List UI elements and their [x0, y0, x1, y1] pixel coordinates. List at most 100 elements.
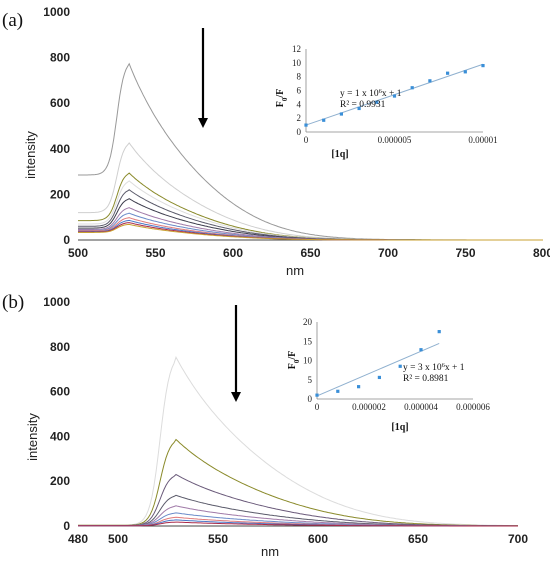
panel-a-inset-x-tick-2: 0.000005 [378, 135, 412, 145]
panel-a-inset-point-2 [322, 118, 326, 122]
panel-b-inset-y-tick-10: 10 [303, 356, 313, 366]
panel-a-inset-xlabel: [1q] [331, 149, 348, 160]
panel-b-inset-x-tick-2: 0.000002 [352, 402, 386, 412]
panel-b-series-line-1 [78, 356, 518, 527]
panel-b-x-tick-550: 550 [208, 532, 228, 546]
panel-a-ylabel: intensity [23, 131, 38, 179]
panel-b-inset-ylabel: F0/F [287, 351, 301, 370]
panel-b-x-tick-500: 500 [108, 532, 128, 546]
panel-b-arrow-icon [231, 305, 241, 402]
panel-a-x-tick-800: 800 [533, 246, 550, 260]
panel-a-series-line-2 [78, 142, 543, 241]
panel-b-y-tick-600: 600 [50, 385, 70, 399]
panel-b-inset-point-7 [437, 330, 441, 334]
panel-a-x-tick-500: 500 [68, 246, 88, 260]
panel-b-inset-y-tick-5: 5 [308, 375, 313, 385]
panel-a-inset-y-tick-12: 12 [292, 44, 301, 54]
panel-a-equation-base: y = 1 x 10 [340, 89, 379, 99]
panel-a-inset-y-tick-4: 4 [297, 99, 302, 109]
panel-b-inset-point-4 [377, 375, 381, 380]
panel-b-equation-exp: 6 [442, 362, 446, 369]
panel-b-inset-x-tick-1: 0 [315, 402, 320, 412]
panel-a-y-tick-1000: 1000 [43, 5, 70, 19]
panel-a-inset-point-11 [481, 64, 485, 68]
panel-b-series-line-9 [78, 521, 518, 527]
panel-a-series-line-12 [78, 223, 543, 241]
panel-a-x-tick-650: 650 [300, 246, 320, 260]
panel-a-y-tick-200: 200 [50, 187, 70, 201]
panel-a-inset-y-tick-0: 0 [297, 127, 302, 137]
panel-a-inset-y-tick-10: 10 [292, 58, 302, 68]
panel-a-inset-y-tick-6: 6 [297, 86, 302, 96]
panel-a-x-tick-550: 550 [145, 246, 165, 260]
panel-a-equation-rest: x + 1 [382, 89, 402, 99]
panel-b-x-tick-700: 700 [508, 532, 528, 546]
panel-a-inset-point-10 [463, 70, 467, 74]
panel-b-label: (b) [2, 292, 24, 313]
panel-b-inset-xlabel: [1q] [391, 422, 408, 433]
panel-b-inset-y-tick-15: 15 [303, 336, 313, 346]
panel-a-inset: 0 0.000005 0.00001 0 2 4 6 8 10 12 [292, 44, 498, 145]
panel-b-inset-point-5 [398, 364, 402, 368]
panel-b-y-tick-200: 200 [50, 474, 70, 488]
panel-b-y-tick-400: 400 [50, 429, 70, 443]
panel-a-inset-point-8 [428, 79, 432, 83]
panel-b-y-tick-1000: 1000 [43, 295, 70, 309]
panel-a-inset-point-1 [304, 123, 308, 127]
panel-a-y-tick-0: 0 [63, 233, 70, 247]
panel-a-x-tick-600: 600 [223, 246, 243, 260]
panel-a-inset-r2: R² = 0.9931 [340, 100, 386, 110]
panel-b-inset-point-6 [419, 348, 423, 352]
panel-a-inset-point-4 [357, 106, 361, 111]
panel-b-y-tick-800: 800 [50, 340, 70, 354]
panel-b-y-tick-0: 0 [63, 519, 70, 533]
panel-b-xlabel: nm [261, 544, 279, 559]
panel-a-label: (a) [2, 10, 23, 31]
panel-b-inset-x-tick-4: 0.000006 [456, 402, 490, 412]
panel-a-inset-ylabel: F0/F [275, 89, 289, 108]
panel-b-inset-point-3 [357, 385, 361, 389]
panel-a-y-tick-800: 800 [50, 51, 70, 65]
panel-b-inset-x-tick-3: 0.000004 [404, 402, 438, 412]
panel-a-inset-point-9 [446, 71, 450, 75]
panel-b-equation-base: y = 3 x 10 [403, 363, 442, 373]
panel-a-inset-point-3 [339, 112, 343, 116]
panel-a-y-tick-600: 600 [50, 96, 70, 110]
panel-a-series-line-3 [78, 172, 543, 241]
panel-a-equation-exp: 6 [379, 88, 383, 95]
panel-a-series-line-7 [78, 207, 543, 241]
panel-a-inset-x-tick-3: 0.00001 [468, 135, 497, 145]
panel-b-x-tick-480: 480 [68, 532, 88, 546]
panel-b-inset: 0 0.000002 0.000004 0.000006 0 5 10 15 20 [303, 317, 490, 412]
panel-a-x-tick-700: 700 [378, 246, 398, 260]
panel-b-inset-equation: y = 3 x 106x + 1 [403, 362, 465, 374]
panel-a-inset-y-tick-2: 2 [297, 113, 302, 123]
panel-b-inset-y-tick-0: 0 [308, 394, 313, 404]
panel-a-inset-y-tick-8: 8 [297, 72, 302, 82]
panel-b-x-tick-650: 650 [408, 532, 428, 546]
panel-a-inset-x-tick-1: 0 [304, 135, 309, 145]
panel-a-arrow-icon [198, 28, 208, 128]
panel-a-inset-point-6 [392, 94, 397, 98]
panel-a-inset-point-5 [375, 100, 379, 104]
panel-b-inset-point-1 [315, 393, 319, 397]
panel-b-equation-rest: x + 1 [445, 363, 465, 373]
panel-a-series-line-1 [78, 62, 543, 241]
panel-a-xlabel: nm [286, 263, 304, 278]
panel-a-x-tick-750: 750 [455, 246, 475, 260]
panel-b-inset-fit-line [316, 342, 440, 397]
panel-b-series-line-2 [78, 438, 518, 527]
panel-b-inset-y-tick-20: 20 [303, 317, 313, 327]
panel-b-inset-point-2 [336, 389, 340, 393]
panel-a-series-line-4 [78, 180, 543, 241]
panel-b-ylabel: intensity [25, 413, 40, 461]
panel-a-inset-point-7 [410, 86, 414, 90]
panel-b-inset-r2: R² = 0.8981 [403, 374, 449, 384]
panel-a-inset-equation: y = 1 x 106x + 1 [340, 88, 402, 100]
panel-b-x-tick-600: 600 [308, 532, 328, 546]
panel-a-y-tick-400: 400 [50, 142, 70, 156]
